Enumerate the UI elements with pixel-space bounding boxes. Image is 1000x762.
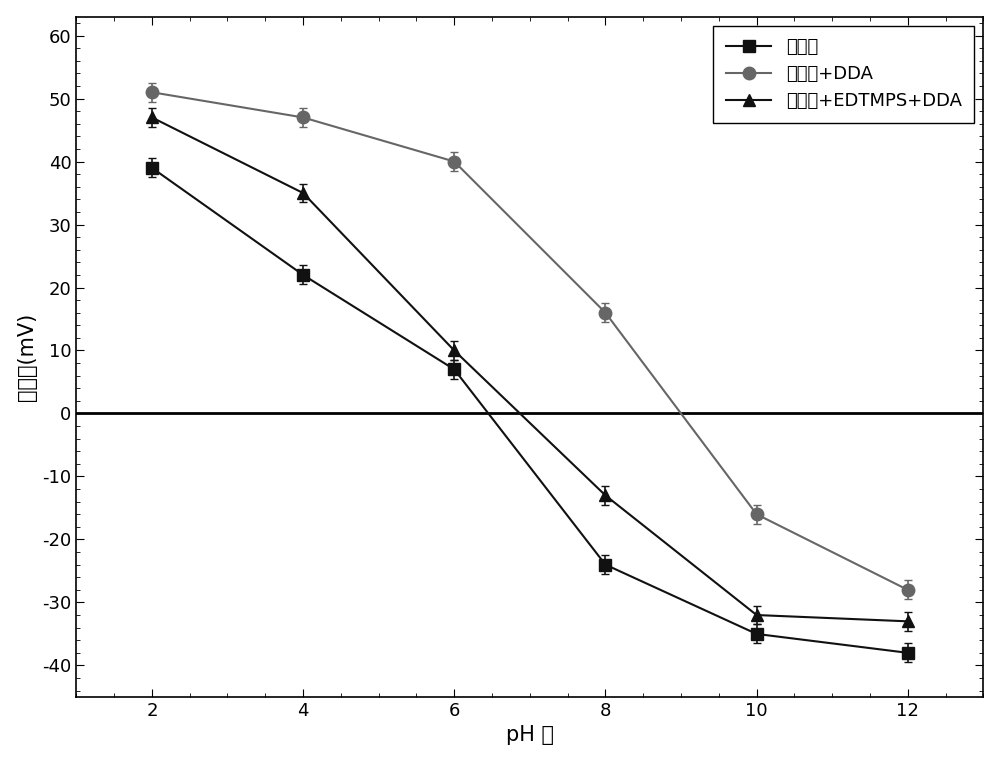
Y-axis label: 动电位(mV): 动电位(mV)	[17, 312, 37, 401]
Legend: 菱镁矿, 菱镁矿+DDA, 菱镁矿+EDTMPS+DDA: 菱镁矿, 菱镁矿+DDA, 菱镁矿+EDTMPS+DDA	[713, 26, 974, 123]
X-axis label: pH 値: pH 値	[506, 725, 554, 745]
